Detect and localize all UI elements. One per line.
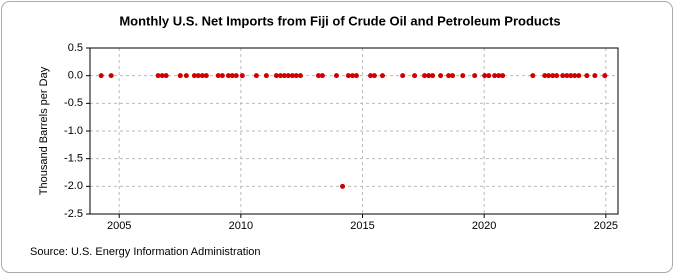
point	[530, 73, 536, 79]
point	[219, 73, 225, 79]
point	[602, 73, 608, 79]
point	[239, 73, 245, 79]
point	[289, 73, 295, 79]
point	[592, 73, 598, 79]
point	[315, 73, 321, 79]
point	[422, 73, 428, 79]
point	[281, 73, 287, 79]
point	[472, 73, 478, 79]
point	[278, 73, 284, 79]
point	[108, 73, 114, 79]
x-tick-label: 2020	[472, 220, 496, 232]
point	[263, 73, 269, 79]
point	[229, 73, 235, 79]
y-tick-label: -0.5	[64, 97, 83, 109]
point	[353, 73, 359, 79]
point	[576, 73, 582, 79]
point	[215, 73, 221, 79]
source: Source: U.S. Energy Information Administ…	[30, 246, 261, 258]
point	[199, 73, 205, 79]
point	[412, 73, 418, 79]
y-tick-label: -2.5	[64, 208, 83, 220]
point	[183, 73, 189, 79]
x-tick-label: 2005	[107, 220, 131, 232]
point	[554, 73, 560, 79]
point	[273, 73, 279, 79]
point	[233, 73, 239, 79]
point	[297, 73, 303, 79]
x-tick-label: 2010	[229, 220, 253, 232]
point	[446, 73, 452, 79]
plot-border	[89, 47, 619, 215]
point	[379, 73, 385, 79]
point	[319, 73, 325, 79]
point	[492, 73, 498, 79]
point	[400, 73, 406, 79]
point	[564, 73, 570, 79]
point	[371, 73, 377, 79]
x-tick-label: 2015	[350, 220, 374, 232]
point	[98, 73, 104, 79]
y-tick-label: 0.5	[68, 42, 83, 54]
point	[572, 73, 578, 79]
point	[438, 73, 444, 79]
point	[542, 73, 548, 79]
point	[345, 73, 351, 79]
point	[560, 73, 566, 79]
point	[500, 73, 506, 79]
point	[546, 73, 552, 79]
point	[191, 73, 197, 79]
point	[486, 73, 492, 79]
point	[225, 73, 231, 79]
chart-title: Monthly U.S. Net Imports from Fiji of Cr…	[119, 13, 560, 28]
y-tick-label: 0.0	[68, 70, 83, 82]
y-tick-label: -2.0	[64, 180, 83, 192]
point	[285, 73, 291, 79]
point	[496, 73, 502, 79]
point	[333, 73, 339, 79]
point	[163, 73, 169, 79]
point	[253, 73, 259, 79]
point	[203, 73, 209, 79]
point	[340, 183, 346, 189]
point	[550, 73, 556, 79]
y-axis-label: Thousand Barrels per Day	[38, 66, 50, 195]
point	[482, 73, 488, 79]
point	[450, 73, 456, 79]
point	[350, 73, 356, 79]
point	[430, 73, 436, 79]
point	[460, 73, 466, 79]
y-tick-label: -1.0	[64, 125, 83, 137]
point	[568, 73, 574, 79]
point	[293, 73, 299, 79]
point	[177, 73, 183, 79]
point	[368, 73, 374, 79]
point	[155, 73, 161, 79]
point	[426, 73, 432, 79]
point	[159, 73, 165, 79]
point	[195, 73, 201, 79]
point	[584, 73, 590, 79]
x-tick-label: 2025	[594, 220, 618, 232]
y-tick-label: -1.5	[64, 153, 83, 165]
